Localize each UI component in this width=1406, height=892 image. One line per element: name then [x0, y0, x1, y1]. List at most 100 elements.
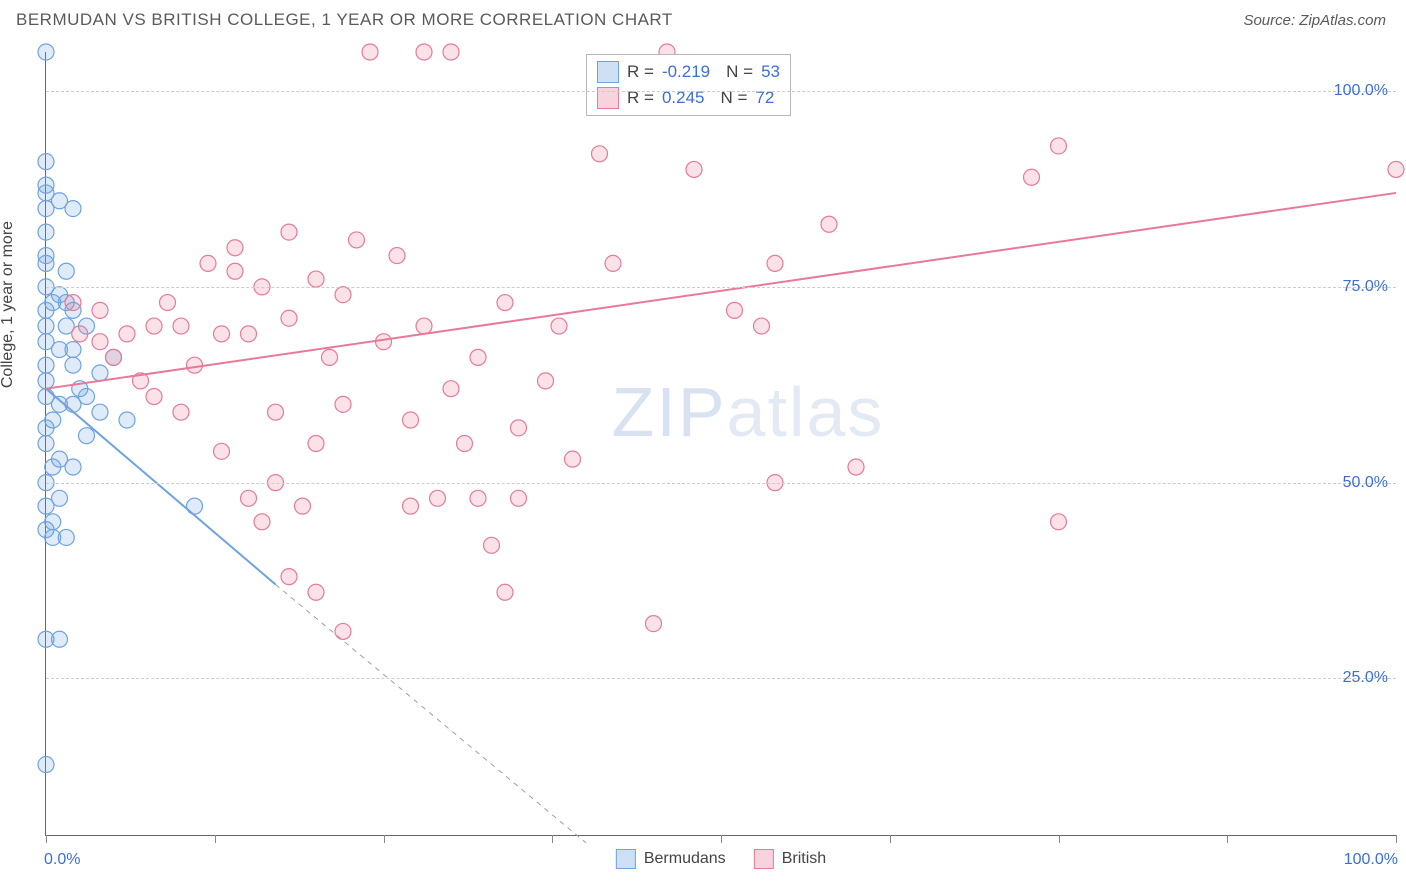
data-point: [416, 44, 432, 60]
data-point: [38, 255, 54, 271]
data-point: [146, 318, 162, 334]
x-axis-end-label: 100.0%: [1344, 851, 1398, 869]
data-point: [45, 295, 61, 311]
data-point: [322, 349, 338, 365]
data-point: [605, 255, 621, 271]
stat-r-bermudans: -0.219: [662, 62, 710, 82]
trend-line: [46, 389, 276, 585]
data-point: [443, 381, 459, 397]
stats-row-bermudans: R = -0.219 N = 53: [597, 59, 780, 85]
data-point: [592, 146, 608, 162]
data-point: [1051, 514, 1067, 530]
data-point: [45, 459, 61, 475]
data-point: [38, 436, 54, 452]
chart-plot-area: ZIPatlas R = -0.219 N = 53 R = 0.245 N =…: [45, 52, 1396, 836]
y-tick-label: 100.0%: [1334, 82, 1388, 100]
data-point: [227, 263, 243, 279]
data-point: [646, 616, 662, 632]
data-point: [511, 490, 527, 506]
data-point: [52, 631, 68, 647]
gridline-h: [46, 483, 1396, 484]
data-point: [281, 569, 297, 585]
data-point: [92, 365, 108, 381]
gridline-h: [46, 678, 1396, 679]
data-point: [58, 263, 74, 279]
x-axis-start-label: 0.0%: [44, 851, 80, 869]
data-point: [376, 334, 392, 350]
legend-item-british: British: [754, 849, 826, 869]
data-point: [511, 420, 527, 436]
data-point: [403, 498, 419, 514]
data-point: [38, 201, 54, 217]
data-point: [727, 302, 743, 318]
chart-source: Source: ZipAtlas.com: [1243, 12, 1386, 29]
y-tick-label: 75.0%: [1343, 278, 1388, 296]
data-point: [1388, 161, 1404, 177]
data-point: [173, 404, 189, 420]
x-tick: [721, 835, 722, 843]
data-point: [686, 161, 702, 177]
gridline-h: [46, 91, 1396, 92]
data-point: [65, 295, 81, 311]
data-point: [160, 295, 176, 311]
x-tick: [1059, 835, 1060, 843]
gridline-h: [46, 287, 1396, 288]
y-axis-label: College, 1 year or more: [0, 221, 17, 388]
data-point: [38, 154, 54, 170]
data-point: [362, 44, 378, 60]
data-point: [92, 404, 108, 420]
data-point: [484, 537, 500, 553]
data-point: [241, 490, 257, 506]
data-point: [349, 232, 365, 248]
data-point: [281, 224, 297, 240]
data-point: [457, 436, 473, 452]
data-point: [389, 248, 405, 264]
data-point: [565, 451, 581, 467]
data-point: [821, 216, 837, 232]
data-point: [65, 357, 81, 373]
scatter-svg: [46, 52, 1396, 835]
stat-n-label: N =: [726, 62, 753, 82]
legend: Bermudans British: [616, 849, 826, 869]
stats-legend-box: R = -0.219 N = 53 R = 0.245 N = 72: [586, 54, 791, 116]
data-point: [38, 224, 54, 240]
data-point: [308, 584, 324, 600]
data-point: [38, 373, 54, 389]
data-point: [848, 459, 864, 475]
data-point: [38, 318, 54, 334]
data-point: [335, 623, 351, 639]
data-point: [173, 318, 189, 334]
data-point: [214, 326, 230, 342]
trend-line: [46, 193, 1396, 389]
x-tick: [552, 835, 553, 843]
chart-title: BERMUDAN VS BRITISH COLLEGE, 1 YEAR OR M…: [16, 10, 673, 30]
legend-item-bermudans: Bermudans: [616, 849, 726, 869]
stats-row-british: R = 0.245 N = 72: [597, 85, 780, 111]
data-point: [187, 357, 203, 373]
x-tick: [384, 835, 385, 843]
data-point: [38, 420, 54, 436]
legend-swatch-bermudans: [616, 849, 636, 869]
data-point: [335, 287, 351, 303]
data-point: [38, 498, 54, 514]
data-point: [227, 240, 243, 256]
data-point: [470, 490, 486, 506]
data-point: [497, 295, 513, 311]
data-point: [1024, 169, 1040, 185]
stat-r-label: R =: [627, 62, 654, 82]
chart-header: BERMUDAN VS BRITISH COLLEGE, 1 YEAR OR M…: [0, 0, 1406, 36]
data-point: [497, 584, 513, 600]
data-point: [268, 404, 284, 420]
data-point: [551, 318, 567, 334]
data-point: [72, 326, 88, 342]
trend-line-dashed: [276, 584, 587, 842]
x-tick: [46, 835, 47, 843]
x-tick: [215, 835, 216, 843]
y-tick-label: 50.0%: [1343, 474, 1388, 492]
data-point: [79, 428, 95, 444]
data-point: [767, 255, 783, 271]
data-point: [281, 310, 297, 326]
data-point: [38, 44, 54, 60]
legend-swatch-british: [754, 849, 774, 869]
data-point: [65, 201, 81, 217]
